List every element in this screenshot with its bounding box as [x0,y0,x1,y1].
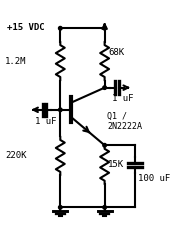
Circle shape [58,206,62,209]
Circle shape [103,144,106,147]
Text: 68K: 68K [108,48,124,57]
Text: +15 VDC: +15 VDC [7,23,45,32]
Text: 15K: 15K [108,160,124,169]
Text: 1.2M: 1.2M [5,57,27,65]
Circle shape [103,27,106,30]
Circle shape [103,86,106,90]
Text: 1 uF: 1 uF [35,117,57,126]
Circle shape [58,108,62,112]
Circle shape [58,27,62,30]
Text: Q1 /
2N2222A: Q1 / 2N2222A [107,112,142,131]
Text: 100 uF: 100 uF [138,175,171,184]
Text: 1 uF: 1 uF [112,94,133,103]
Text: 220K: 220K [5,152,27,160]
Circle shape [103,206,106,209]
